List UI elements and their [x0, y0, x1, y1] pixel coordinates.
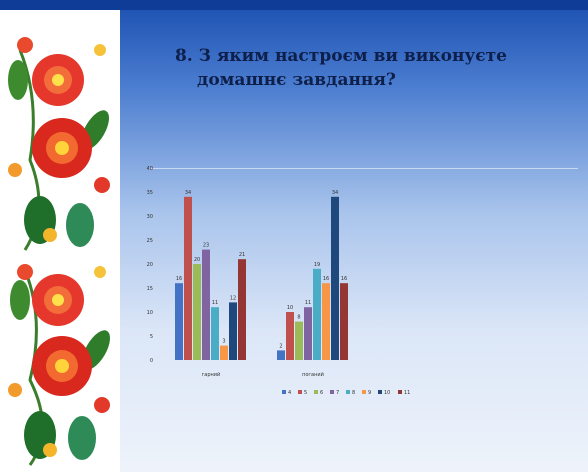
data-label: 23 [203, 243, 209, 249]
legend: 4 5 6 7 8 9 10 11 [282, 390, 410, 396]
y-tick-label: 25 [147, 238, 153, 244]
title-line-2: домашнє завдання? [197, 70, 396, 90]
bar [313, 268, 321, 360]
y-axis: 0 5 10 15 20 25 30 35 40 [147, 166, 153, 364]
y-tick-label: 20 [147, 262, 153, 268]
category-labels: гарний поганий [202, 371, 324, 378]
data-label: 3 [222, 339, 225, 345]
data-label: 11 [212, 300, 218, 306]
y-tick-label: 35 [147, 190, 153, 196]
legend-label: 10 [384, 390, 390, 396]
floral-ornament-image [0, 10, 120, 472]
y-tick-label: 5 [150, 334, 153, 340]
bar [193, 264, 201, 360]
slide-title: 8. З яким настроєм ви виконуєте домашнє … [175, 44, 575, 92]
bar-chart: 0 5 10 15 20 25 30 35 40 16 2 34 10 20 8 23 11 11 19 3 16 12… [147, 166, 411, 396]
y-tick-label: 40 [147, 166, 153, 172]
top-band [0, 0, 588, 10]
bar [286, 312, 294, 360]
title-line-1: 8. З яким настроєм ви виконуєте [175, 46, 507, 66]
legend-swatch [298, 390, 302, 394]
bars [175, 196, 348, 360]
data-label: 16 [323, 276, 329, 282]
legend-label: 9 [368, 390, 371, 396]
bar [229, 302, 237, 360]
data-label: 19 [314, 262, 320, 268]
category-label: поганий [302, 371, 324, 378]
data-label: 20 [194, 257, 200, 263]
legend-swatch [378, 390, 382, 394]
bar [202, 249, 210, 360]
y-tick-label: 10 [147, 310, 153, 316]
data-label: 11 [305, 300, 311, 306]
legend-label: 8 [352, 390, 355, 396]
data-labels: 16 2 34 10 20 8 23 11 11 19 3 16 12 34 21 16 [176, 190, 347, 350]
data-label: 10 [287, 305, 293, 311]
bar [238, 259, 246, 360]
bar [220, 345, 228, 360]
legend-label: 4 [288, 390, 291, 396]
y-tick-label: 0 [150, 358, 153, 364]
bar [277, 350, 285, 360]
y-tick-label: 30 [147, 214, 153, 220]
legend-swatch [362, 390, 366, 394]
data-label: 34 [332, 190, 338, 196]
data-label: 2 [279, 343, 282, 349]
legend-swatch [330, 390, 334, 394]
bar [184, 196, 192, 360]
bar [340, 283, 348, 360]
bar [295, 321, 303, 360]
data-label: 16 [341, 276, 347, 282]
divider-line [148, 168, 578, 169]
legend-label: 7 [336, 390, 339, 396]
y-tick-label: 15 [147, 286, 153, 292]
flower-cluster-top [8, 37, 110, 251]
category-label: гарний [202, 371, 221, 378]
data-label: 8 [297, 315, 300, 321]
data-label: 34 [185, 190, 191, 196]
bar [211, 307, 219, 360]
bar [322, 283, 330, 360]
legend-swatch [282, 390, 286, 394]
bar [331, 196, 339, 360]
legend-label: 5 [304, 390, 307, 396]
bar [175, 283, 183, 360]
data-label: 21 [239, 252, 245, 258]
flower-cluster-bottom [8, 264, 110, 466]
legend-swatch [314, 390, 318, 394]
data-label: 16 [176, 276, 182, 282]
legend-label: 6 [320, 390, 323, 396]
legend-swatch [346, 390, 350, 394]
data-label: 12 [230, 295, 236, 301]
bar [304, 307, 312, 360]
legend-swatch [398, 390, 402, 394]
legend-label: 11 [404, 390, 410, 396]
